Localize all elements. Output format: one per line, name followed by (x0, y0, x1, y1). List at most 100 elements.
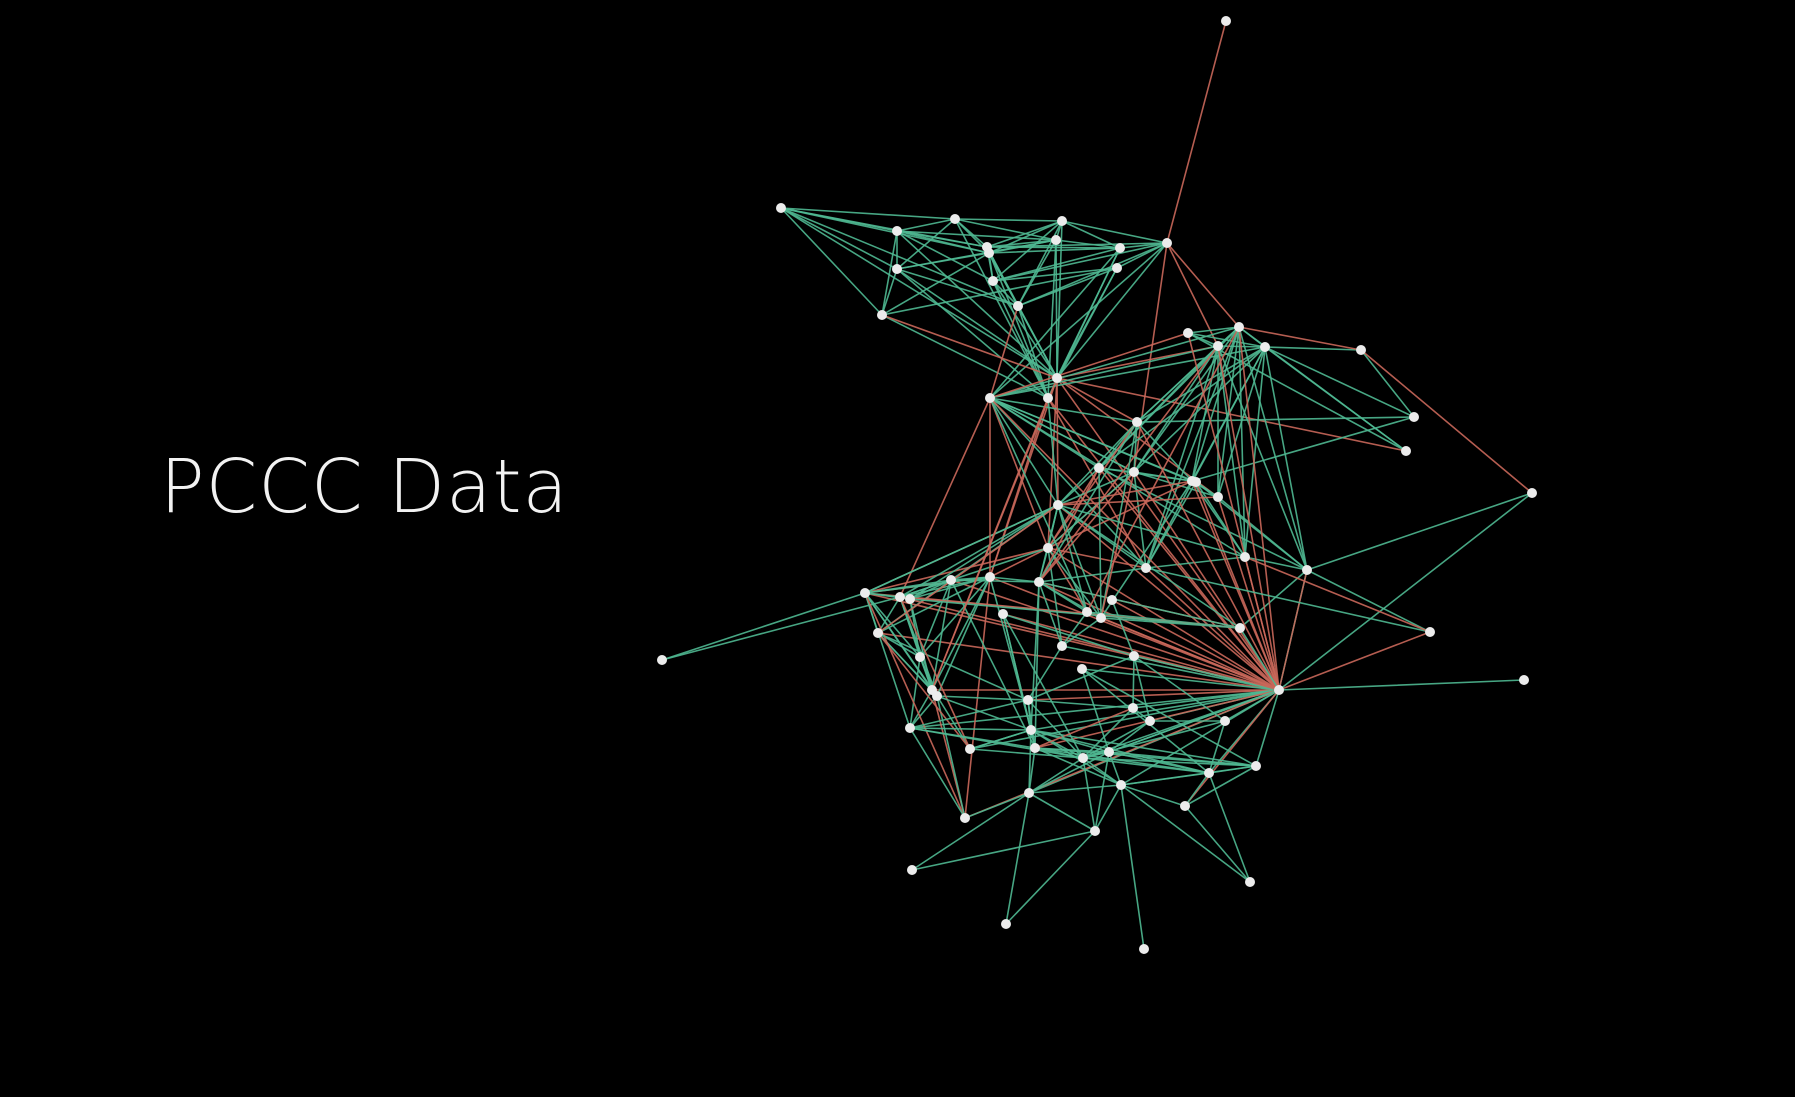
graph-edge (1187, 332, 1266, 348)
graph-edge (986, 246, 1049, 399)
graph-edge (1217, 345, 1280, 691)
graph-edge (1184, 805, 1251, 883)
graph-edge (780, 207, 898, 270)
graph-edge (1056, 377, 1280, 691)
graph-edge (1278, 679, 1525, 691)
graph-edge (1166, 242, 1240, 328)
graph-edge (1238, 326, 1308, 571)
graph-edge (1306, 492, 1533, 571)
graph-edge (780, 207, 1058, 379)
graph-edge (896, 218, 956, 270)
graph-edge (1120, 765, 1257, 786)
graph-edge (1047, 397, 1059, 506)
graph-edge (1056, 377, 1059, 506)
graph-node (1132, 417, 1142, 427)
graph-node (1057, 216, 1067, 226)
graph-node (1129, 651, 1139, 661)
graph-edge (896, 268, 1019, 307)
graph-node (1145, 716, 1155, 726)
graph-edge (1238, 326, 1280, 691)
graph-edge (881, 314, 1049, 399)
graph-edge (1056, 220, 1063, 379)
graph-edge (1038, 421, 1138, 583)
graph-node (1213, 341, 1223, 351)
graph-edge (1120, 784, 1145, 950)
graph-node (1235, 623, 1245, 633)
graph-node (1023, 695, 1033, 705)
graph-edge (1208, 720, 1226, 774)
graph-edge (1028, 792, 1096, 832)
graph-node (960, 813, 970, 823)
graph-edge (1217, 496, 1280, 691)
graph-edge (1030, 729, 1257, 767)
graph-edge (1038, 471, 1135, 583)
graph-node (1274, 685, 1284, 695)
graph-edge (881, 314, 1058, 379)
graph-edge (1017, 267, 1118, 307)
graph-edge (1034, 747, 1122, 786)
graph-edge (1005, 792, 1030, 925)
graph-edge (1166, 242, 1219, 347)
graph-edge (1038, 567, 1147, 583)
graph-edge (1098, 467, 1308, 571)
graph-edge (969, 729, 1032, 750)
graph-node (950, 214, 960, 224)
graph-edge (661, 596, 901, 661)
graph-edge (1081, 668, 1110, 753)
graph-node (860, 588, 870, 598)
graph-edge (1184, 765, 1257, 807)
graph-node (1162, 238, 1172, 248)
graph-node (1139, 944, 1149, 954)
graph-edge (1027, 699, 1084, 759)
graph-edge (1047, 467, 1100, 549)
graph-edge (1120, 689, 1280, 786)
graph-edge (1034, 689, 1280, 749)
graph-edge (989, 576, 1032, 731)
graph-edge (1108, 689, 1280, 753)
graph-edge (1047, 421, 1138, 549)
graph-node (988, 276, 998, 286)
graph-edge (1082, 707, 1134, 759)
graph-node (657, 655, 667, 665)
graph-edge (911, 792, 1030, 871)
graph-edge (1108, 751, 1210, 774)
graph-edge (899, 504, 1059, 598)
graph-node (915, 652, 925, 662)
graph-node (1141, 563, 1151, 573)
graph-node (1183, 328, 1193, 338)
graph-edge (936, 695, 966, 819)
graph-edge (881, 230, 898, 316)
graph-edge (1061, 617, 1102, 647)
graph-edge (1244, 556, 1280, 691)
graph-node (1234, 322, 1244, 332)
graph-node (1204, 768, 1214, 778)
graph-edge (1094, 751, 1110, 832)
graph-edge (989, 397, 1088, 613)
graph-edge (1027, 699, 1134, 709)
graph-edge (1111, 599, 1135, 657)
graph-edge (1038, 467, 1100, 583)
graph-edge (909, 727, 1032, 731)
graph-edge (1264, 346, 1308, 571)
graph-edge (1057, 496, 1219, 506)
graph-edge (896, 230, 990, 254)
graph-edge (1047, 247, 1121, 399)
graph-node (965, 744, 975, 754)
graph-edge (992, 267, 1118, 282)
graph-node (1240, 552, 1250, 562)
graph-edge (989, 397, 1059, 506)
graph-edge (1100, 617, 1280, 691)
graph-node (1052, 373, 1062, 383)
graph-edge (881, 268, 898, 316)
graph-edge (1133, 655, 1151, 722)
graph-edge (992, 242, 1168, 282)
graph-edge (864, 504, 1059, 594)
graph-edge (1111, 599, 1280, 691)
graph-edge (1047, 547, 1147, 569)
graph-edge (1278, 631, 1431, 691)
graph-edge (864, 547, 1049, 594)
graph-node (932, 691, 942, 701)
graph-node (1425, 627, 1435, 637)
graph-edge (1027, 689, 1280, 701)
graph-node (1180, 801, 1190, 811)
